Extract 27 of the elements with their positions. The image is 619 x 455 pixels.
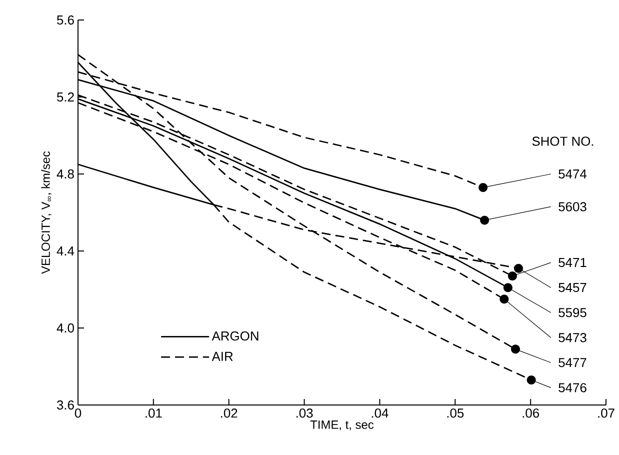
y-tick-label: 5.2: [56, 92, 74, 102]
y-axis-title: VELOCITY, V$_{∞}$, km/sec: [41, 151, 52, 274]
annotation: SHOT NO.: [532, 136, 594, 146]
annotation: 5476: [558, 383, 586, 392]
y-tick-label: 4.8: [56, 169, 74, 179]
x-axis-title: TIME, t, sec: [310, 420, 374, 430]
legend-label: ARGON: [212, 331, 258, 341]
legend-label: AIR: [212, 352, 233, 361]
annotation: 5471: [558, 258, 586, 268]
annotation: 5457: [558, 283, 586, 292]
x-tick-label: .02: [221, 408, 238, 418]
y-tick-label: 4.0: [56, 323, 74, 333]
x-tick-label: .01: [146, 408, 162, 418]
x-tick-label: .04: [372, 408, 388, 418]
y-tick-label: 4.4: [56, 246, 74, 256]
annotation: 5595: [558, 308, 586, 318]
annotation: 5473: [558, 333, 586, 342]
x-tick-label: .05: [447, 408, 464, 418]
annotation: 5474: [558, 169, 587, 179]
x-tick-label: .06: [522, 408, 540, 418]
x-tick-label: .07: [598, 408, 614, 418]
annotation: 5603: [558, 202, 586, 212]
x-tick-label: .03: [296, 408, 313, 418]
annotation: 5477: [558, 358, 586, 368]
y-tick-label: 3.6: [56, 400, 74, 410]
x-tick-label: 0: [74, 408, 82, 418]
y-tick-label: 5.6: [56, 15, 74, 25]
